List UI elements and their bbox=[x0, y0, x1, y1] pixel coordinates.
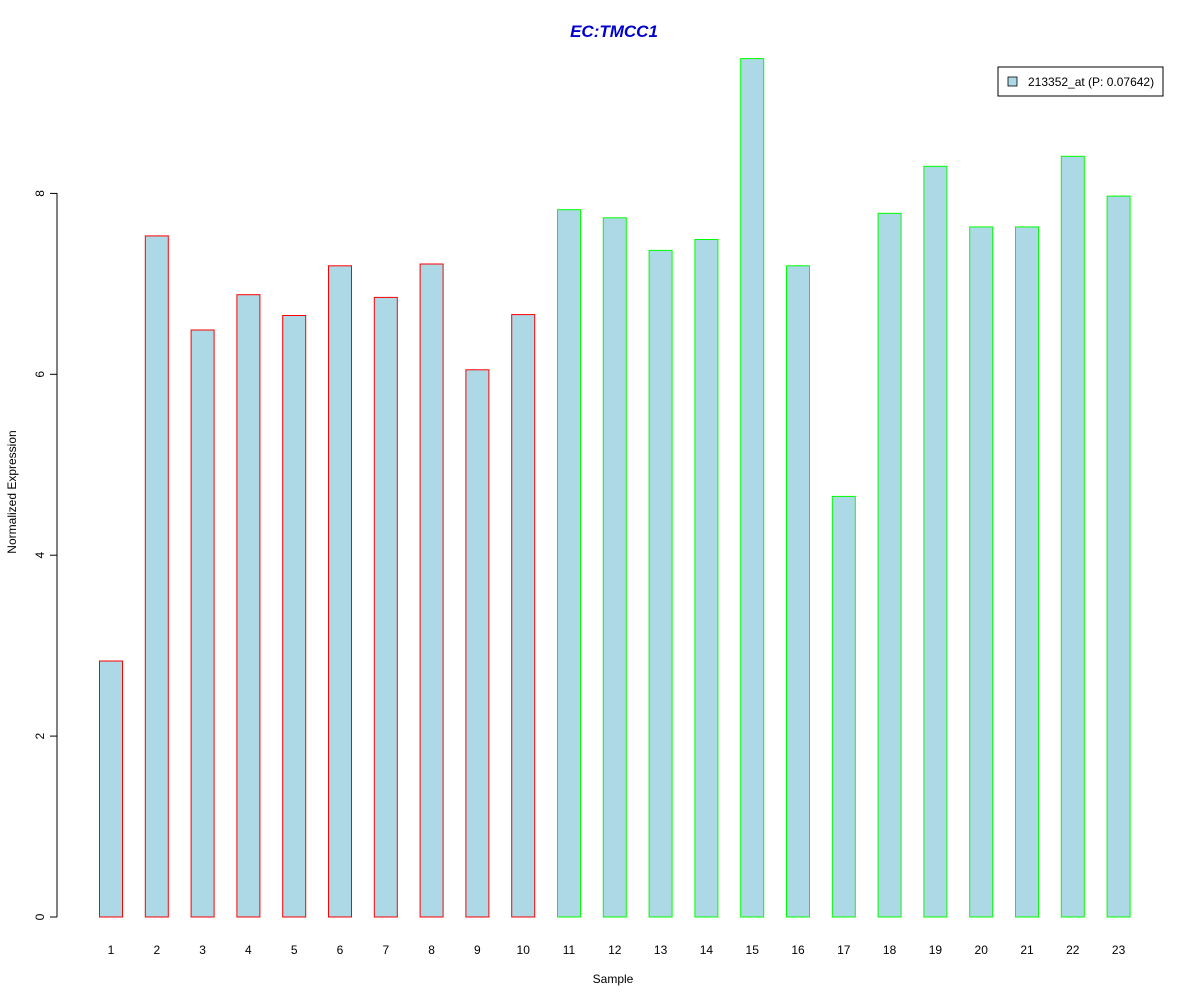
bar-sample-16 bbox=[786, 265, 810, 918]
x-axis-label: Sample bbox=[593, 972, 634, 986]
x-tick-label: 10 bbox=[517, 943, 531, 957]
x-tick-label: 1 bbox=[108, 943, 115, 957]
x-tick-label: 20 bbox=[975, 943, 989, 957]
bar-sample-11 bbox=[557, 209, 581, 918]
bar-sample-13 bbox=[648, 249, 673, 918]
x-tick-labels: 1 2 3 4 5 6 7 8 9 10 11 12 13 14 15 16 17 18 19 20 21 22 23 bbox=[108, 943, 1126, 957]
y-tick-label: 8 bbox=[33, 190, 47, 197]
y-axis-label: Normalized Expression bbox=[5, 430, 19, 553]
bar-sample-7 bbox=[373, 296, 398, 918]
y-axis: 0 2 4 6 8 bbox=[33, 190, 58, 920]
bar-sample-19 bbox=[923, 165, 948, 918]
x-tick-label: 11 bbox=[563, 943, 576, 957]
x-tick-label: 6 bbox=[337, 943, 344, 957]
bar-sample-20 bbox=[969, 226, 994, 918]
bar-sample-23 bbox=[1106, 195, 1131, 918]
x-tick-label: 19 bbox=[929, 943, 943, 957]
bar-sample-5 bbox=[282, 315, 307, 918]
chart-title: EC:TMCC1 bbox=[570, 22, 658, 41]
bar-sample-17 bbox=[831, 495, 856, 918]
bar-sample-4 bbox=[236, 294, 261, 918]
x-tick-label: 15 bbox=[746, 943, 760, 957]
bar-sample-6 bbox=[328, 265, 352, 918]
bar-sample-12 bbox=[602, 217, 627, 918]
bar-sample-2 bbox=[144, 235, 169, 918]
bars-group bbox=[99, 58, 1131, 918]
y-tick-label: 6 bbox=[33, 371, 47, 378]
x-tick-label: 22 bbox=[1066, 943, 1080, 957]
x-tick-label: 5 bbox=[291, 943, 298, 957]
bar-sample-18 bbox=[877, 212, 902, 918]
bar-sample-15 bbox=[740, 58, 765, 918]
y-tick-label: 4 bbox=[33, 552, 47, 559]
bar-sample-3 bbox=[190, 329, 215, 918]
bar-sample-22 bbox=[1060, 155, 1085, 918]
x-tick-label: 13 bbox=[654, 943, 668, 957]
x-tick-label: 3 bbox=[199, 943, 206, 957]
legend-entry-label: 213352_at (P: 0.07642) bbox=[1028, 75, 1154, 89]
bar-sample-21 bbox=[1015, 226, 1039, 918]
x-tick-label: 14 bbox=[700, 943, 714, 957]
x-tick-label: 21 bbox=[1020, 943, 1034, 957]
x-tick-label: 4 bbox=[245, 943, 252, 957]
legend: 213352_at (P: 0.07642) bbox=[997, 66, 1164, 97]
x-tick-label: 2 bbox=[153, 943, 160, 957]
bar-sample-14 bbox=[694, 239, 719, 918]
y-tick-label: 2 bbox=[33, 732, 47, 739]
x-tick-label: 7 bbox=[382, 943, 389, 957]
bar-sample-9 bbox=[465, 369, 490, 918]
x-tick-label: 8 bbox=[428, 943, 435, 957]
y-tick-label: 0 bbox=[33, 913, 47, 920]
x-tick-label: 23 bbox=[1112, 943, 1126, 957]
bar-sample-10 bbox=[511, 314, 536, 918]
x-tick-label: 17 bbox=[837, 943, 851, 957]
legend-box bbox=[997, 66, 1164, 97]
x-tick-label: 18 bbox=[883, 943, 897, 957]
x-tick-label: 16 bbox=[791, 943, 805, 957]
legend-swatch bbox=[1007, 76, 1018, 87]
bar-sample-8 bbox=[419, 263, 444, 918]
bar-sample-1 bbox=[99, 660, 123, 918]
x-tick-label: 12 bbox=[608, 943, 622, 957]
x-tick-label: 9 bbox=[474, 943, 481, 957]
